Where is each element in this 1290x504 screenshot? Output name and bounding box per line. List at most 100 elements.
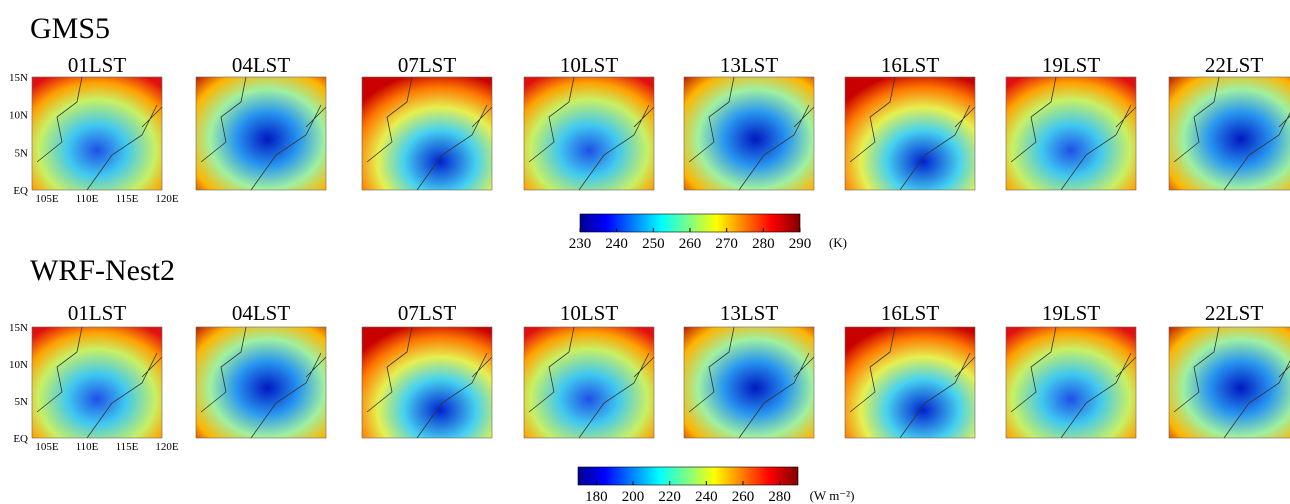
x-axis-label: 110E — [76, 193, 99, 205]
map-field — [524, 77, 654, 190]
map-frame — [523, 326, 655, 439]
section-title: GMS5 — [30, 12, 110, 45]
map-frame — [844, 326, 976, 439]
y-axis-label: EQ — [13, 433, 28, 445]
x-axis-label: 105E — [35, 193, 59, 205]
map-frame — [361, 76, 493, 191]
coastline — [688, 326, 815, 439]
coastline — [36, 76, 163, 191]
map-field — [362, 327, 492, 438]
panel-label: 10LST — [560, 53, 619, 77]
colorbar-tick-label: 270 — [715, 236, 738, 252]
colorbar-tick-label: 280 — [752, 236, 775, 252]
colorbar-tick-label: 180 — [585, 489, 608, 504]
map-frame — [683, 76, 815, 191]
coastline — [528, 76, 655, 191]
map-field — [1006, 327, 1136, 438]
map-field — [684, 327, 814, 438]
panel-label: 22LST — [1205, 53, 1264, 77]
panel-label: 16LST — [881, 53, 940, 77]
map-field — [32, 327, 162, 438]
coastline — [366, 76, 493, 191]
map-frame — [683, 326, 815, 439]
map-field — [196, 327, 326, 438]
map-field — [1169, 327, 1290, 438]
map-frame — [195, 326, 327, 439]
y-axis-label: 5N — [15, 147, 29, 159]
y-axis-label: EQ — [13, 185, 28, 197]
map-frame — [195, 76, 327, 191]
panel-label: 19LST — [1042, 53, 1101, 77]
map-field — [196, 77, 326, 190]
colorbar-tick-label: 260 — [732, 489, 755, 504]
map-field — [1169, 77, 1290, 190]
colorbar-tick-label: 240 — [695, 489, 718, 504]
panel-label: 13LST — [720, 301, 779, 325]
panel-label: 22LST — [1205, 301, 1264, 325]
map-frame — [1005, 326, 1137, 439]
y-axis-label: 5N — [15, 396, 29, 408]
panel-label: 04LST — [232, 53, 291, 77]
colorbar-tick-label: 280 — [768, 489, 791, 504]
y-axis-label: 15N — [9, 322, 28, 334]
panel-label: 10LST — [560, 301, 619, 325]
panel-label: 16LST — [881, 301, 940, 325]
panel-label: 01LST — [68, 53, 127, 77]
y-axis-label: 10N — [9, 359, 28, 371]
map-frame — [361, 326, 493, 439]
coastline — [1173, 76, 1290, 191]
coastline — [849, 76, 976, 191]
map-frame — [1168, 76, 1290, 191]
map-frame — [523, 76, 655, 191]
map-field — [684, 77, 814, 190]
x-axis-label: 105E — [35, 441, 59, 453]
colorbar-tick-label: 220 — [658, 489, 681, 504]
map-field — [845, 77, 975, 190]
section-title: WRF-Nest2 — [30, 254, 175, 287]
coastline — [200, 326, 327, 439]
coastline — [36, 326, 163, 439]
colorbar-tick-label: 250 — [642, 236, 665, 252]
map-frame — [31, 326, 163, 439]
colorbar-tick-label: 260 — [679, 236, 702, 252]
colorbar-unit: (K) — [829, 235, 847, 250]
coastline — [1010, 326, 1137, 439]
map-field — [1006, 77, 1136, 190]
y-axis-label: 10N — [9, 110, 28, 122]
x-axis-label: 120E — [155, 193, 179, 205]
colorbar-tick-label: 230 — [569, 236, 592, 252]
x-axis-label: 110E — [76, 441, 99, 453]
panel-label: 04LST — [232, 301, 291, 325]
x-axis-label: 115E — [116, 441, 139, 453]
x-axis-label: 120E — [155, 441, 179, 453]
coastline — [366, 326, 493, 439]
map-field — [32, 77, 162, 190]
panel-label: 19LST — [1042, 301, 1101, 325]
map-field — [524, 327, 654, 438]
panel-label: 01LST — [68, 301, 127, 325]
coastline — [1010, 76, 1137, 191]
map-field — [362, 77, 492, 190]
y-axis-label: 15N — [9, 72, 28, 84]
coastline — [849, 326, 976, 439]
map-frame — [844, 76, 976, 191]
panel-label: 07LST — [398, 53, 457, 77]
colorbar-unit: (W m⁻²) — [810, 488, 855, 503]
map-frame — [1168, 326, 1290, 439]
panel-label: 07LST — [398, 301, 457, 325]
map-frame — [31, 76, 163, 191]
colorbar — [577, 466, 799, 486]
colorbar-tick-label: 240 — [605, 236, 628, 252]
coastline — [688, 76, 815, 191]
coastline — [1173, 326, 1290, 439]
colorbar-tick-label: 200 — [622, 489, 645, 504]
colorbar-tick-label: 290 — [789, 236, 812, 252]
map-field — [845, 327, 975, 438]
map-frame — [1005, 76, 1137, 191]
panel-label: 13LST — [720, 53, 779, 77]
coastline — [200, 76, 327, 191]
coastline — [528, 326, 655, 439]
x-axis-label: 115E — [116, 193, 139, 205]
